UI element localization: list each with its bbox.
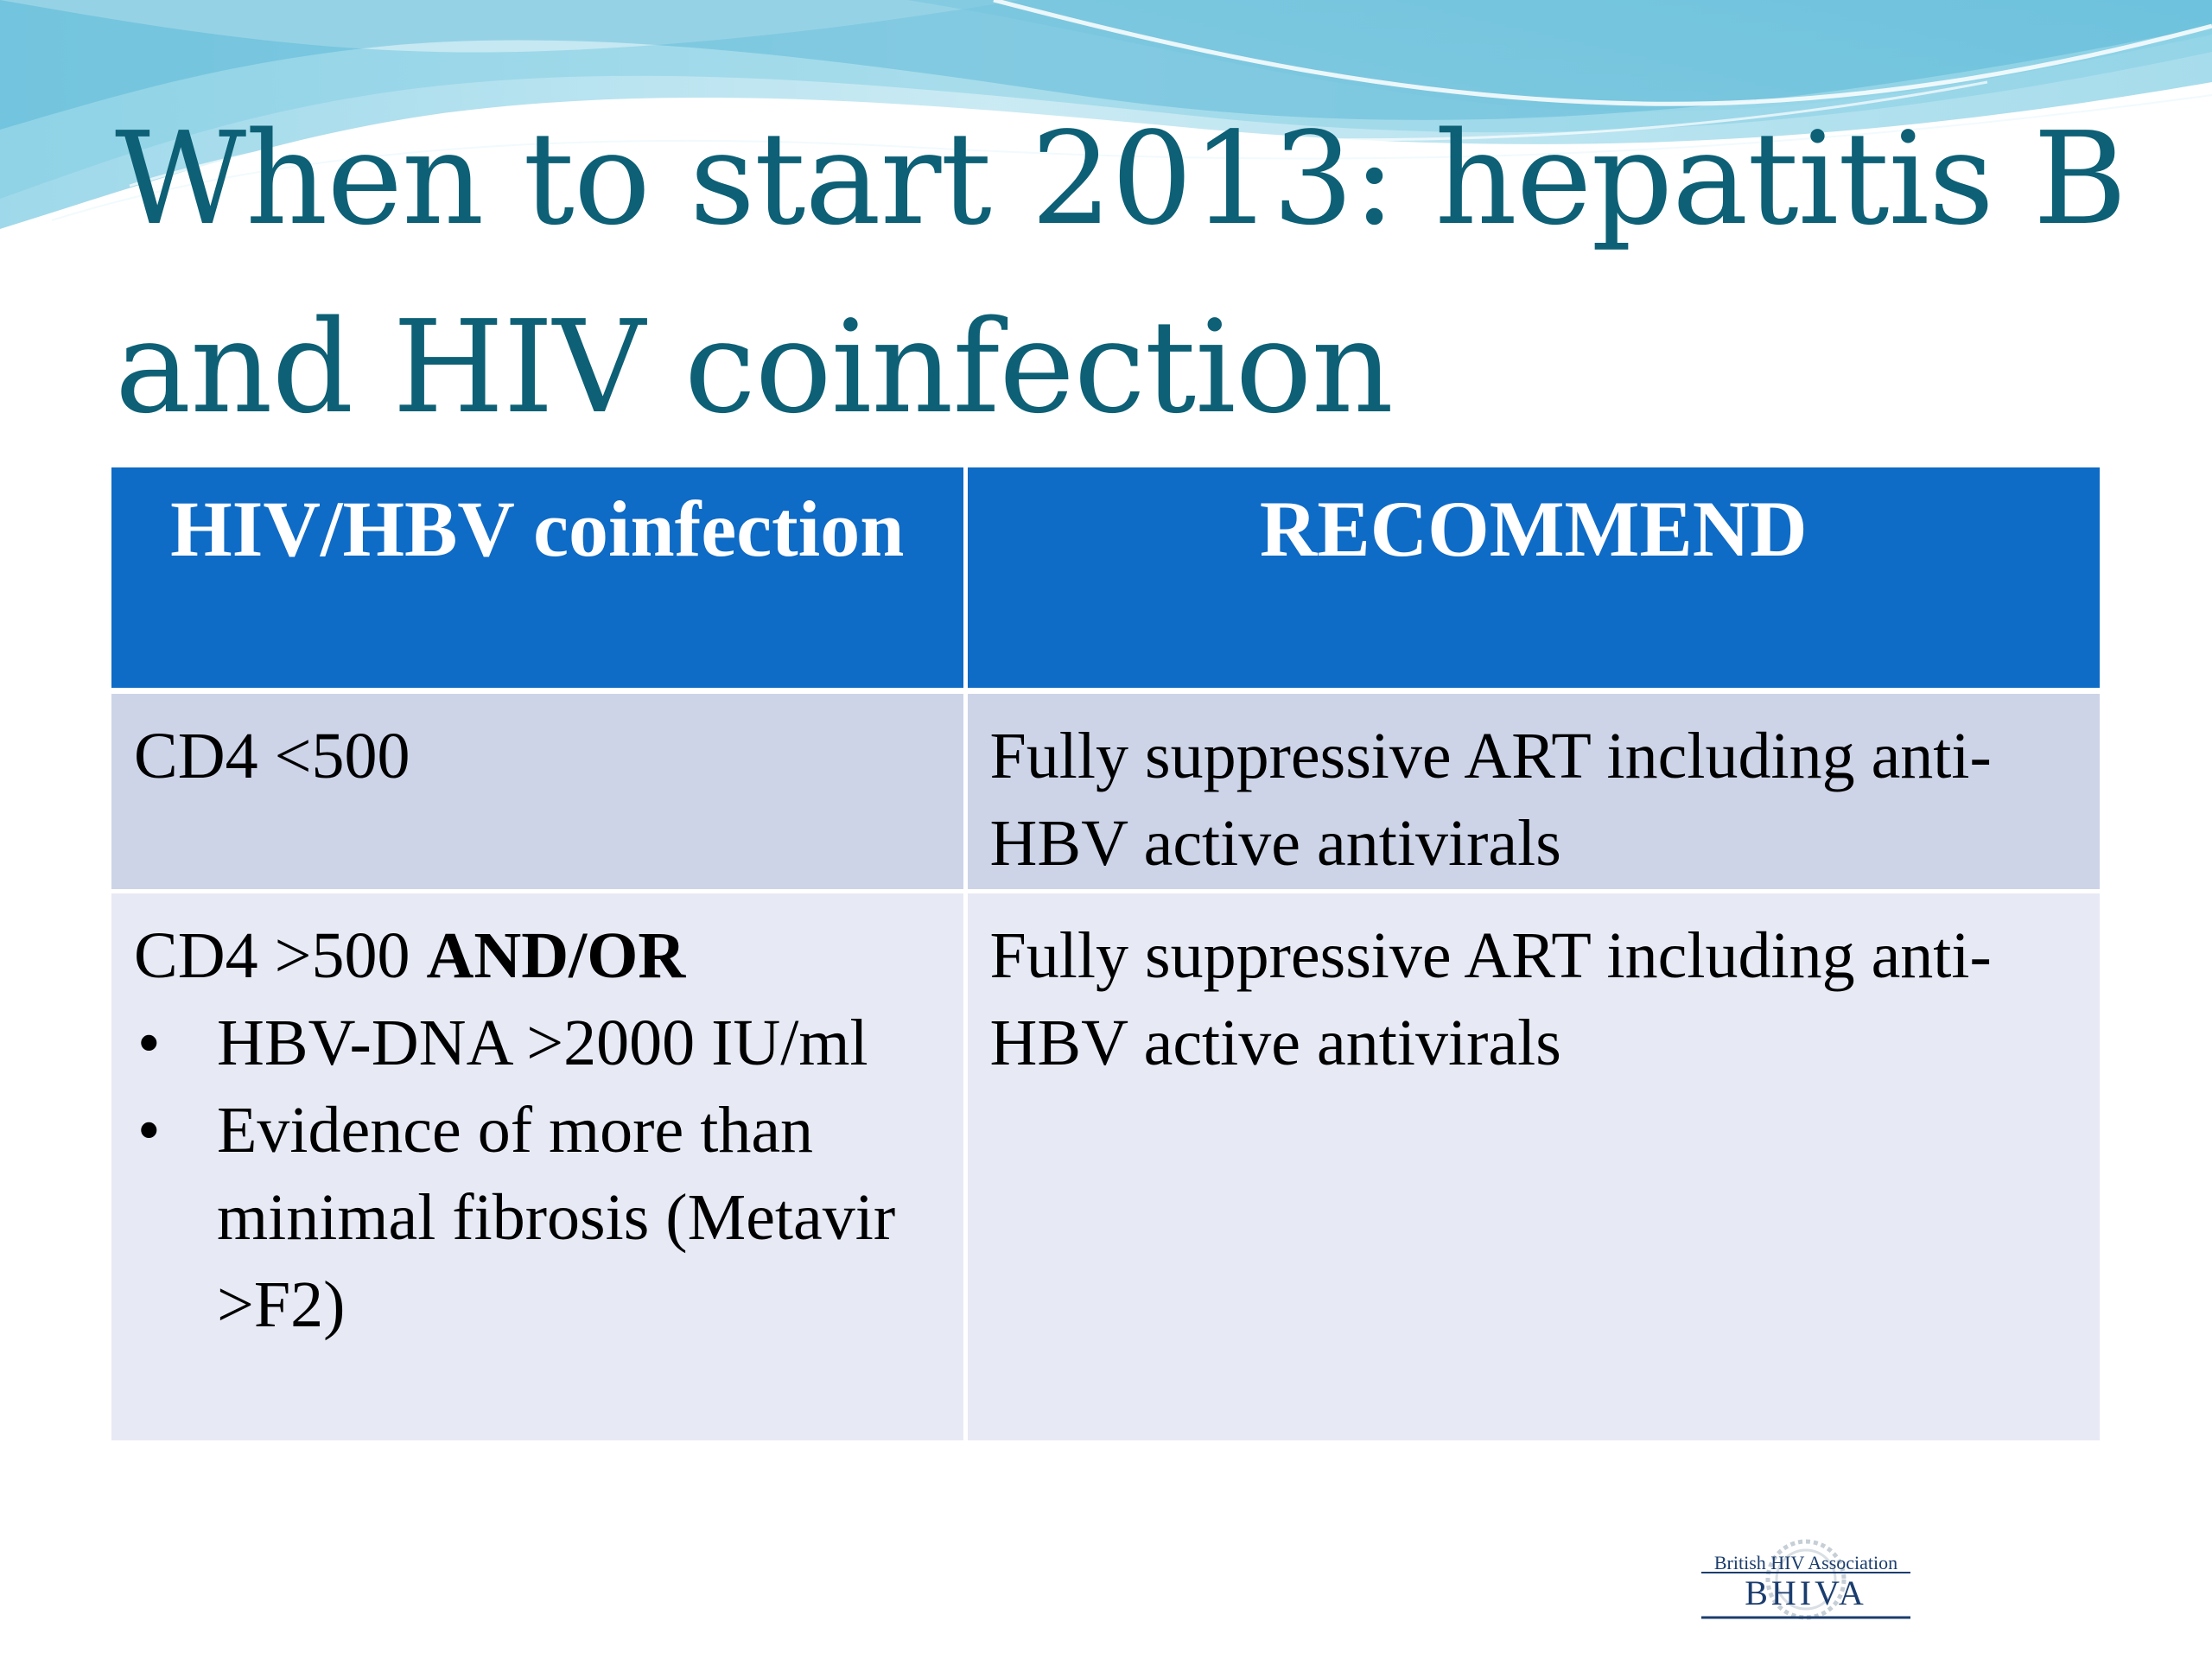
table-row: CD4 >500 AND/OR • HBV-DNA >2000 IU/ml • Ev… [111,891,2100,1440]
list-item: • Evidence of more than minimal fibrosis … [134,1087,941,1349]
bhiva-logo: British HIV Association BHIVA [1696,1536,1916,1631]
logo-text-line1: British HIV Association [1713,1552,1898,1573]
criteria-text: HBV-DNA >2000 IU/ml [217,1006,868,1079]
condition-cell: CD4 <500 [111,690,968,893]
recommendation-cell: Fully suppressive ART including anti-HBV… [965,690,2100,893]
criteria-text: Evidence of more than minimal fibrosis (… [217,1093,896,1341]
header-recommend: RECOMMEND [965,467,2100,694]
recommendation-table: HIV/HBV coinfection RECOMMEND CD4 <500 F… [111,467,2100,1440]
recommendation-text: Fully suppressive ART including anti-HBV… [989,918,1992,1079]
bhiva-crest-icon [1701,1539,1910,1620]
condition-cell: CD4 >500 AND/OR • HBV-DNA >2000 IU/ml • Ev… [111,891,968,1440]
header-hiv-hbv-coinfection: HIV/HBV coinfection [111,467,968,694]
list-item: • HBV-DNA >2000 IU/ml [134,1000,941,1087]
recommendation-table-wrapper: HIV/HBV coinfection RECOMMEND CD4 <500 F… [111,467,2100,1440]
table-row: CD4 <500 Fully suppressive ART including… [111,690,2100,893]
slide-title: When to start 2013: hepatitis B and HIV … [115,105,2127,442]
table-header-row: HIV/HBV coinfection RECOMMEND [111,467,2100,694]
condition-text: CD4 <500 [134,719,410,792]
wave-decoration [0,0,2212,229]
recommendation-cell: Fully suppressive ART including anti-HBV… [965,891,2100,1440]
logo-text-line2: BHIVA [1745,1573,1867,1612]
criteria-list: • HBV-DNA >2000 IU/ml • Evidence of more t… [134,1000,941,1349]
recommendation-text: Fully suppressive ART including anti-HBV… [989,719,1992,880]
condition-bold: AND/OR [426,918,686,992]
condition-prefix: CD4 >500 [134,918,427,992]
bullet-icon: • [137,1093,161,1166]
condition-text: CD4 >500 AND/OR [134,912,941,1000]
bullet-icon: • [137,1006,161,1079]
